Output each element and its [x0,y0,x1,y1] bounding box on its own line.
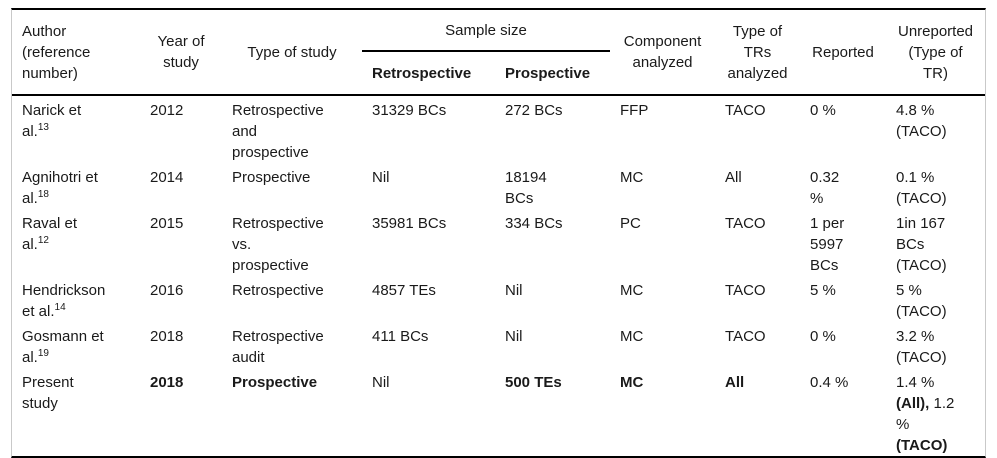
header-sample-prospective: Prospective [495,51,611,96]
header-reported: Reported [800,10,887,96]
header-tr-type: Type of TRs analyzed [715,10,801,96]
unreported-cell: 1.4 % (All), 1.2 % (TACO) [896,374,955,454]
reported-cell: 0 % [810,102,836,119]
year-cell: 2016 [150,282,184,299]
tr-type-cell: TACO [725,328,766,345]
tr-type-cell: All [725,374,745,391]
reference-superscript: 12 [37,235,49,246]
reported-cell: 1 per 5997 BCs [810,215,845,274]
header-sample-retrospective: Retrospective [362,51,495,96]
table-row: Narick et al.13 2012 Retrospective and p… [12,95,985,163]
author-cell: Gosmann et al.19 [12,322,140,368]
study-type-cell: Retrospective vs. prospective [232,215,324,274]
reported-cell: 5 % [810,282,836,299]
year-cell: 2015 [150,215,184,232]
unreported-cell: 3.2 % (TACO) [896,328,947,366]
reported-cell: 0.4 % [810,374,849,391]
header-component: Component analyzed [610,10,716,96]
header-author: Author (reference number) [12,10,140,96]
study-comparison-table: Author (reference number) Year of study … [12,10,986,456]
reference-superscript: 14 [54,302,66,313]
author-text: Agnihotri et al. [22,169,98,207]
author-cell: Agnihotri et al.18 [12,163,140,209]
retrospective-sample-cell: Nil [372,169,390,186]
study-type-cell: Prospective [232,374,318,391]
header-study-type: Type of study [222,10,362,96]
table-body: Narick et al.13 2012 Retrospective and p… [12,95,985,456]
table-row: Hendrickson et al.14 2016 Retrospective … [12,276,985,322]
table-row: Agnihotri et al.18 2014 Prospective Nil … [12,163,985,209]
component-cell: FFP [620,102,649,119]
header-row-2: Retrospective Prospective [12,51,985,96]
author-text: Raval et al. [22,215,78,253]
retrospective-sample-cell: 4857 TEs [372,282,436,299]
prospective-sample-cell: Nil [505,328,523,345]
tr-type-cell: TACO [725,102,766,119]
prospective-sample-cell: 334 BCs [505,215,563,232]
retrospective-sample-cell: 31329 BCs [372,102,447,119]
reference-superscript: 18 [37,189,49,200]
table-row: Present study 2018 Prospective Nil 500 T… [12,368,985,456]
reference-superscript: 19 [37,348,49,359]
table-row: Gosmann et al.19 2018 Retrospective audi… [12,322,985,368]
author-cell: Narick et al.13 [12,95,140,163]
year-cell: 2012 [150,102,184,119]
header-row-1: Author (reference number) Year of study … [12,10,986,96]
prospective-sample-cell: 272 BCs [505,102,563,119]
component-cell: PC [620,215,641,232]
component-cell: MC [620,169,644,186]
header-sample-size: Sample size [362,10,611,52]
prospective-sample-cell: 18194 BCs [505,169,547,207]
reported-cell: 0 % [810,328,836,345]
author-cell: Present study [12,368,140,456]
author-text: Hendrickson et al. [22,282,106,320]
retrospective-sample-cell: 35981 BCs [372,215,447,232]
year-cell: 2018 [150,374,184,391]
table-header: Author (reference number) Year of study … [12,10,986,96]
retrospective-sample-cell: Nil [372,374,390,391]
component-cell: MC [620,374,644,391]
prospective-sample-cell: 500 TEs [505,374,562,391]
reference-superscript: 13 [37,122,49,133]
year-cell: 2014 [150,169,184,186]
year-cell: 2018 [150,328,184,345]
prospective-sample-cell: Nil [505,282,523,299]
tr-type-cell: TACO [725,282,766,299]
unreported-cell: 1in 167 BCs (TACO) [896,215,947,274]
header-unreported: Unreported (Type of TR) [886,10,986,96]
study-comparison-table-container: Author (reference number) Year of study … [11,8,986,458]
author-text: Narick et al. [22,102,82,140]
component-cell: MC [620,328,644,345]
study-type-cell: Retrospective [232,282,324,299]
author-cell: Hendrickson et al.14 [12,276,140,322]
study-type-cell: Retrospective audit [232,328,324,366]
tr-type-cell: TACO [725,215,766,232]
author-cell: Raval et al.12 [12,209,140,276]
study-type-cell: Prospective [232,169,311,186]
study-type-cell: Retrospective and prospective [232,102,324,161]
header-year: Year of study [140,10,222,96]
unreported-cell: 5 % (TACO) [896,282,947,320]
reported-cell: 0.32 % [810,169,840,207]
retrospective-sample-cell: 411 BCs [372,328,429,345]
unreported-cell: 4.8 % (TACO) [896,102,947,140]
tr-type-cell: All [725,169,742,186]
author-text: Gosmann et al. [22,328,104,366]
unreported-cell: 0.1 % (TACO) [896,169,947,207]
author-text: Present study [22,374,74,412]
component-cell: MC [620,282,644,299]
table-row: Raval et al.12 2015 Retrospective vs. pr… [12,209,985,276]
